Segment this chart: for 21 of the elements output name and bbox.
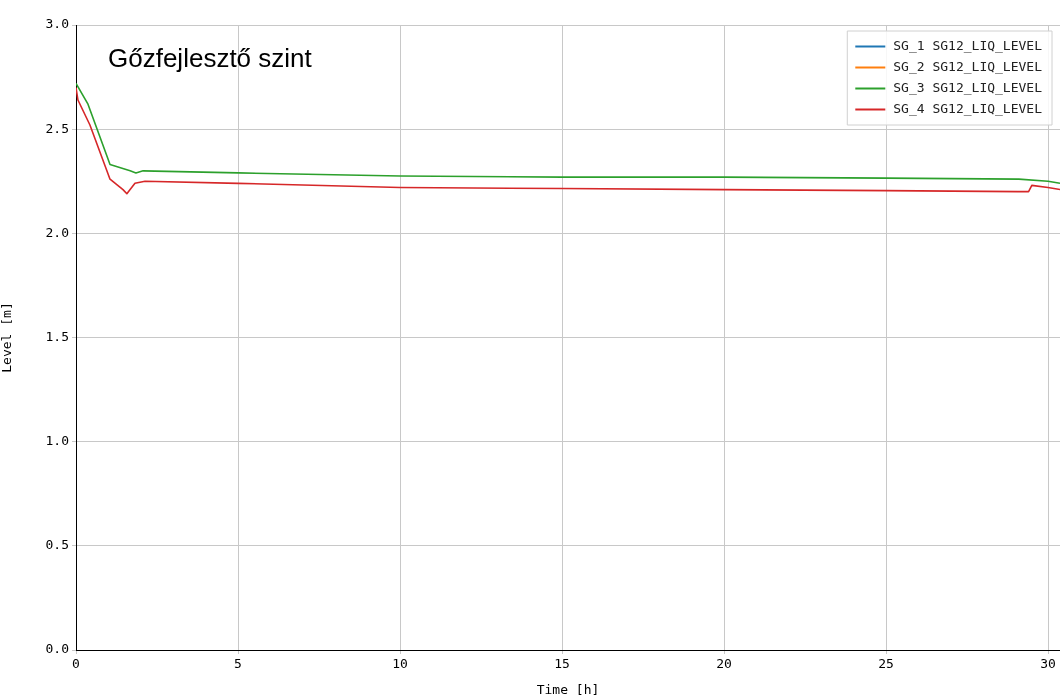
y-tick-label: 1.0 <box>45 433 69 449</box>
y-tick-label: 1.5 <box>45 328 69 344</box>
x-tick-label: 30 <box>1040 656 1056 672</box>
y-tick-label: 2.5 <box>45 120 69 136</box>
x-tick-label: 10 <box>392 656 408 672</box>
text: Gőzfejlesztő szint <box>108 43 313 74</box>
x-tick-label: 15 <box>554 656 570 672</box>
legend-label: SG_2 SG12_LIQ_LEVEL <box>893 58 1043 74</box>
x-tick-label: 20 <box>716 656 732 672</box>
x-tick-label: 25 <box>878 656 894 672</box>
legend-label: SG_4 SG12_LIQ_LEVEL <box>893 100 1043 116</box>
y-tick-label: 0.5 <box>45 537 69 553</box>
y-axis-title: Level [m] <box>0 302 15 373</box>
y-tick-label: 0.0 <box>45 641 69 657</box>
x-tick-label: 0 <box>72 656 80 672</box>
legend-label: SG_3 SG12_LIQ_LEVEL <box>893 79 1043 95</box>
legend-label: SG_1 SG12_LIQ_LEVEL <box>893 37 1043 53</box>
y-tick-label: 3.0 <box>45 16 69 32</box>
x-tick-label: 5 <box>234 656 242 672</box>
x-axis-title: Time [h] <box>536 681 600 697</box>
y-tick-label: 2.0 <box>45 224 69 240</box>
